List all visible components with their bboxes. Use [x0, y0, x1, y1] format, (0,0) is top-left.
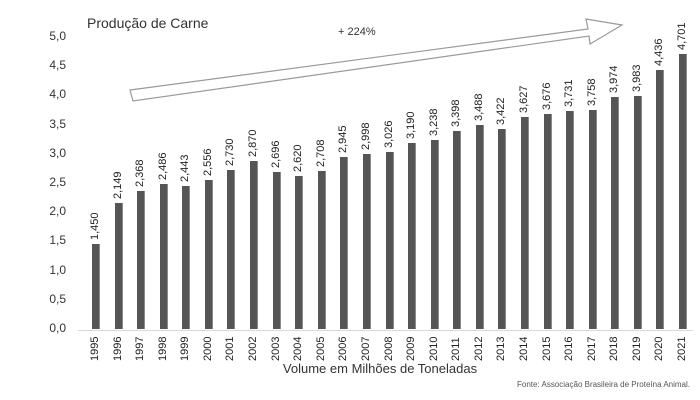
value-label: 2,443	[179, 154, 192, 183]
x-tick-label: 2011	[450, 337, 463, 361]
value-label: 3,488	[472, 93, 485, 122]
bar	[204, 179, 213, 329]
y-tick-label: 2,5	[49, 175, 66, 189]
x-tick-label: 2012	[472, 336, 485, 361]
bar	[182, 186, 191, 329]
value-label: 2,149	[111, 171, 124, 200]
x-tick-label: 2006	[337, 336, 350, 361]
value-label: 3,238	[427, 108, 440, 136]
bar	[227, 169, 236, 329]
bar	[633, 96, 642, 329]
y-tick-label: 0,5	[49, 291, 66, 306]
y-tick-label: 0,0	[49, 321, 66, 335]
x-tick-label: 2003	[269, 336, 282, 361]
y-tick-label: 5,0	[49, 29, 66, 43]
x-tick-label: 1997	[134, 336, 147, 361]
y-tick-label: 4,0	[49, 87, 66, 102]
bar	[250, 161, 259, 329]
bar	[498, 129, 507, 329]
bar	[295, 175, 304, 329]
bar	[385, 152, 394, 329]
value-label: 3,974	[608, 65, 621, 93]
bar	[137, 190, 146, 329]
x-tick-label: 2002	[247, 336, 260, 361]
source-note: Fonte: Associação Brasileira de Proteína…	[517, 380, 690, 389]
value-label: 2,696	[269, 140, 282, 168]
bar	[430, 139, 439, 329]
value-label: 3,026	[382, 120, 395, 149]
value-label: 3,398	[450, 99, 463, 127]
bar	[520, 117, 529, 329]
value-label: 2,368	[134, 159, 147, 187]
x-tick-label: 2015	[540, 336, 553, 361]
x-tick-label: 2009	[405, 336, 418, 361]
value-label: 2,870	[247, 129, 260, 158]
x-tick-label: 2008	[382, 336, 395, 361]
x-tick-label: 2007	[359, 336, 372, 361]
bar	[340, 157, 349, 329]
x-tick-label: 2004	[292, 336, 305, 361]
y-tick-label: 3,5	[49, 116, 66, 131]
x-tick-label: 2010	[427, 336, 440, 361]
x-tick-label: 1995	[89, 336, 101, 361]
x-tick-label: 2001	[224, 336, 237, 361]
x-tick-label: 2021	[676, 336, 688, 361]
bar	[362, 153, 371, 329]
bar	[656, 69, 665, 329]
x-tick-label: 2019	[630, 336, 643, 361]
bar	[475, 125, 484, 329]
chart-title: Produção de Carne	[87, 15, 209, 31]
value-label: 1,450	[89, 212, 101, 241]
x-tick-label: 1998	[156, 336, 169, 361]
bar	[453, 130, 462, 329]
x-tick-label: 2014	[517, 336, 530, 361]
value-label: 3,758	[585, 78, 598, 106]
value-label: 3,627	[517, 85, 530, 114]
x-tick-label: 2017	[585, 336, 598, 361]
bar	[159, 183, 168, 329]
x-tick-label: 1996	[111, 336, 124, 361]
x-axis-title: Volume em Milhões de Toneladas	[282, 361, 478, 376]
value-label: 3,190	[405, 111, 418, 139]
value-label: 3,983	[630, 64, 643, 93]
x-axis-line	[78, 330, 693, 331]
x-tick-label: 2013	[495, 336, 508, 361]
x-tick-label: 1999	[179, 336, 192, 361]
y-tick-label: 1,5	[49, 233, 66, 248]
x-tick-label: 2018	[608, 336, 621, 361]
growth-annotation: + 224%	[338, 26, 376, 38]
bar	[611, 96, 620, 329]
value-label: 2,998	[359, 122, 372, 150]
value-label: 3,422	[495, 97, 508, 126]
value-label: 3,731	[563, 79, 576, 108]
value-label: 2,620	[292, 144, 305, 172]
value-label: 2,945	[337, 125, 350, 153]
bar	[408, 142, 417, 329]
value-label: 2,730	[224, 138, 237, 166]
bar	[114, 203, 123, 329]
value-label: 2,708	[314, 139, 327, 167]
x-tick-label: 2020	[653, 336, 666, 361]
y-tick-label: 3,0	[49, 145, 66, 160]
x-tick-label: 2000	[201, 336, 214, 361]
x-tick-label: 2005	[314, 336, 327, 361]
y-tick-label: 1,0	[49, 262, 66, 277]
bar	[588, 109, 597, 329]
value-label: 3,676	[540, 82, 553, 111]
bar	[92, 244, 100, 329]
bar	[317, 170, 326, 329]
bar	[543, 114, 552, 329]
bar	[566, 111, 575, 329]
value-label: 4,701	[676, 22, 688, 51]
bar	[679, 54, 687, 329]
value-label: 4,436	[653, 38, 666, 66]
bar	[272, 171, 281, 329]
y-tick-label: 4,5	[49, 58, 66, 73]
x-tick-label: 2016	[563, 336, 576, 361]
value-label: 2,486	[156, 152, 169, 180]
y-tick-label: 2,0	[49, 204, 66, 219]
value-label: 2,556	[201, 148, 214, 176]
